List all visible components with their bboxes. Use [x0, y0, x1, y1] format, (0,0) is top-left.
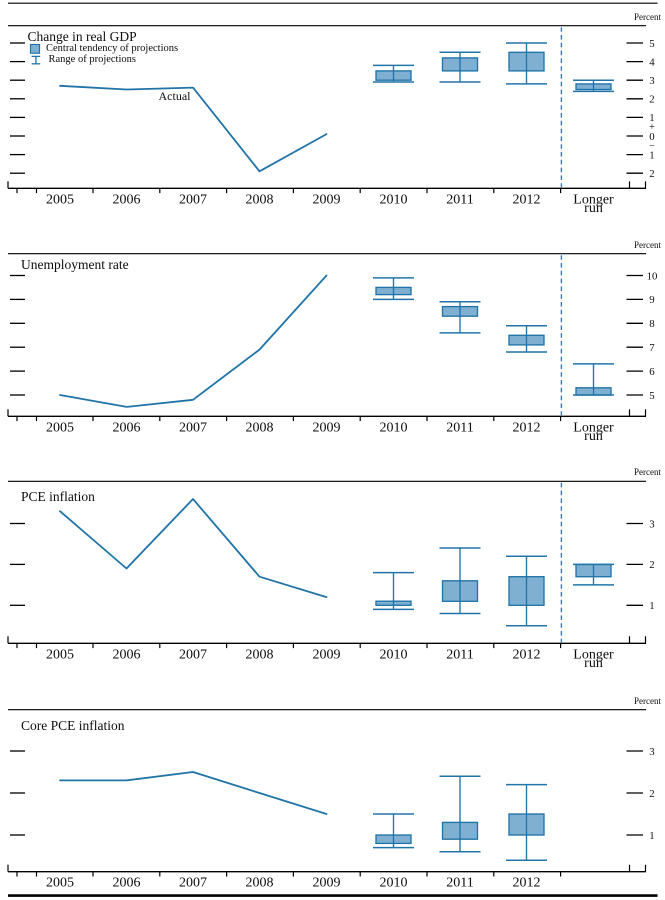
central-tendency-box-core-pce-inflation-2012	[508, 813, 545, 836]
y-tick-label: 4	[649, 56, 655, 68]
central-tendency-box-pce-inflation-2010	[375, 600, 412, 606]
y-tick-label: 5	[649, 390, 654, 402]
x-axis-label-2009: 2009	[313, 647, 341, 662]
percent-unit-label-pce: Percent	[634, 467, 661, 477]
x-axis-label-2011: 2011	[446, 420, 473, 435]
x-axis-label-2009: 2009	[313, 192, 341, 207]
x-axis-label-2012: 2012	[513, 420, 541, 435]
y-tick-label: 2	[649, 559, 654, 571]
y-tick-label: 1	[649, 112, 654, 124]
x-axis-label-2006: 2006	[113, 876, 141, 891]
x-axis-label-longer-run-line1: Longer	[573, 420, 614, 435]
actual-line-pce-inflation	[59, 498, 328, 598]
percent-unit-label-gdp: Percent	[634, 11, 661, 22]
central-tendency-box-unemployment-rate-longer-run	[575, 387, 612, 396]
x-axis-label-longer-run-line1: Longer	[573, 192, 614, 207]
y-tick-label: 9	[649, 294, 654, 306]
legend-central-tendency-label: Central tendency of projections	[46, 42, 179, 54]
central-tendency-box-unemployment-rate-2010	[375, 286, 412, 296]
central-tendency-box-unemployment-rate-2012	[508, 334, 545, 346]
y-tick-label: 5	[649, 38, 654, 50]
x-axis-label-2006: 2006	[113, 647, 141, 662]
y-tick-label: 0	[649, 131, 654, 143]
x-axis-label-2007: 2007	[179, 876, 207, 891]
x-axis-label-2005: 2005	[46, 647, 74, 662]
y-tick-label: 10	[647, 270, 658, 282]
panel-title-unemployment: Unemployment rate	[21, 257, 129, 272]
x-axis-label-2009: 2009	[313, 876, 341, 891]
percent-unit-label-core-pce: Percent	[634, 695, 661, 706]
percent-unit-label-unemployment: Percent	[634, 239, 661, 250]
actual-annotation: Actual	[158, 88, 191, 103]
x-axis-label-longer-run-line1: Longer	[573, 647, 614, 662]
legend-central-tendency-swatch-icon	[29, 43, 41, 54]
actual-line-unemployment-rate	[59, 274, 328, 408]
y-tick-label: 2	[649, 94, 654, 106]
x-axis-label-2006: 2006	[113, 192, 141, 207]
central-tendency-box-unemployment-rate-2011	[441, 305, 479, 317]
x-axis-label-2007: 2007	[179, 192, 207, 207]
x-axis-label-2009: 2009	[313, 420, 341, 435]
panel-title-core-pce-inflation: Core PCE inflation	[21, 718, 125, 733]
central-tendency-box-core-pce-inflation-2011	[441, 821, 479, 840]
x-axis-label-2011: 2011	[446, 647, 473, 662]
central-tendency-box-pce-inflation-2012	[508, 576, 545, 606]
legend-range-label: Range of projections	[48, 54, 136, 66]
y-tick-label: 3	[649, 75, 654, 87]
x-axis-label-2005: 2005	[46, 420, 74, 435]
x-axis-label-2010: 2010	[380, 876, 408, 891]
panel-title-real-gdp: Change in real GDP	[27, 29, 137, 44]
y-tick-label: 1	[649, 600, 654, 612]
y-tick-label: 8	[649, 318, 654, 330]
x-axis-label-2007: 2007	[179, 420, 207, 435]
y-tick-label: 2	[649, 168, 654, 180]
x-axis-label-2011: 2011	[446, 192, 473, 207]
y-tick-label: 1	[649, 149, 654, 161]
x-axis-label-2005: 2005	[46, 876, 74, 891]
actual-line-real-gdp	[59, 84, 328, 173]
y-tick-label: 6	[649, 366, 655, 378]
central-tendency-box-core-pce-inflation-2010	[375, 834, 412, 845]
actual-line-core-pce-inflation	[59, 771, 328, 815]
x-axis-label-2006: 2006	[113, 420, 141, 435]
x-axis-label-2010: 2010	[380, 420, 408, 435]
central-tendency-box-real-gdp-2011	[441, 57, 479, 72]
central-tendency-box-real-gdp-longer-run	[575, 83, 612, 91]
y-tick-label: 1	[649, 830, 654, 842]
central-tendency-box-real-gdp-2010	[375, 70, 412, 81]
x-axis-label-2010: 2010	[380, 647, 408, 662]
y-tick-label: 7	[649, 342, 655, 354]
x-axis-label-longer-run-line2: run	[584, 656, 603, 671]
x-axis-label-2012: 2012	[513, 876, 541, 891]
y-tick-label: 2	[649, 788, 654, 800]
x-axis-label-2012: 2012	[513, 647, 541, 662]
x-axis-label-2011: 2011	[446, 876, 473, 891]
central-tendency-box-pce-inflation-longer-run	[575, 563, 612, 578]
y-tick-label: 3	[649, 518, 654, 530]
y-tick-label: 3	[649, 746, 654, 758]
sign-plus-mark: +	[649, 122, 655, 133]
x-axis-label-2007: 2007	[179, 647, 207, 662]
x-axis-label-2005: 2005	[46, 192, 74, 207]
central-tendency-box-real-gdp-2012	[508, 51, 545, 72]
x-axis-label-longer-run-line2: run	[584, 201, 603, 216]
x-axis-label-2008: 2008	[246, 876, 274, 891]
x-axis-label-2010: 2010	[380, 192, 408, 207]
x-axis-label-longer-run-line2: run	[584, 429, 603, 444]
x-axis-label-2008: 2008	[246, 420, 274, 435]
x-axis-label-2008: 2008	[246, 647, 274, 662]
panel-title-pce-inflation: PCE inflation	[21, 489, 95, 504]
sign-minus-mark: −	[649, 141, 655, 152]
central-tendency-box-pce-inflation-2011	[441, 580, 479, 602]
x-axis-label-2012: 2012	[513, 192, 541, 207]
x-axis-label-2008: 2008	[246, 192, 274, 207]
